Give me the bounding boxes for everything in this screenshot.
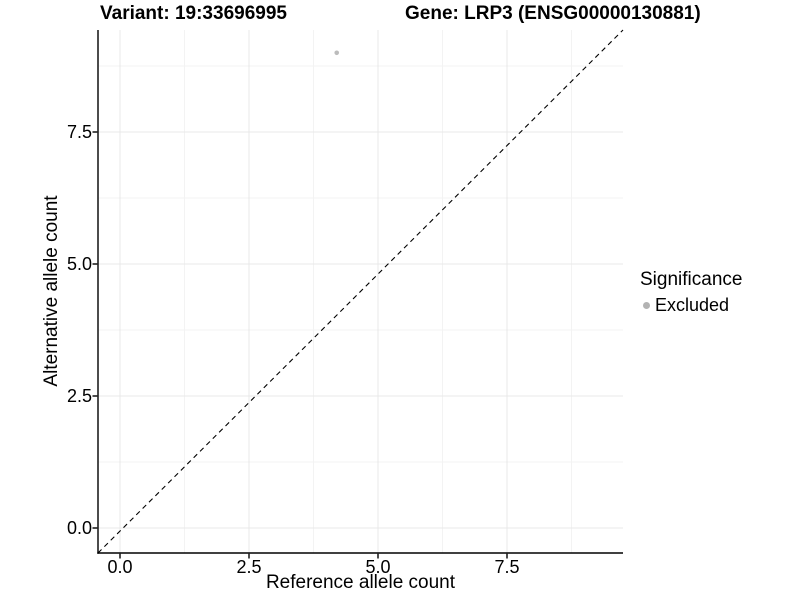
x-tick-label: 2.5 [236, 557, 262, 577]
legend: Significance Excluded [640, 269, 742, 315]
legend-item-excluded: Excluded [640, 295, 742, 315]
y-tick-label: 5.0 [66, 254, 92, 274]
y-tick-label: 7.5 [66, 122, 92, 142]
y-tick-label: 2.5 [66, 386, 92, 406]
identity-reference-line [97, 29, 624, 554]
x-tick-label: 0.0 [107, 557, 133, 577]
x-tick-label: 5.0 [365, 557, 391, 577]
y-tick-label: 0.0 [66, 518, 92, 538]
legend-item-label: Excluded [655, 295, 730, 315]
y-axis-title: Alternative allele count [41, 195, 62, 387]
data-point-excluded [334, 50, 340, 56]
legend-title: Significance [640, 269, 743, 290]
plot-title-variant: Variant: 19:33696995 [100, 3, 287, 24]
x-tick-label: 7.5 [494, 557, 520, 577]
plot-title-gene: Gene: LRP3 (ENSG00000130881) [405, 3, 701, 24]
x-axis-title: Reference allele count [265, 572, 456, 593]
excluded-point-icon [643, 301, 650, 309]
